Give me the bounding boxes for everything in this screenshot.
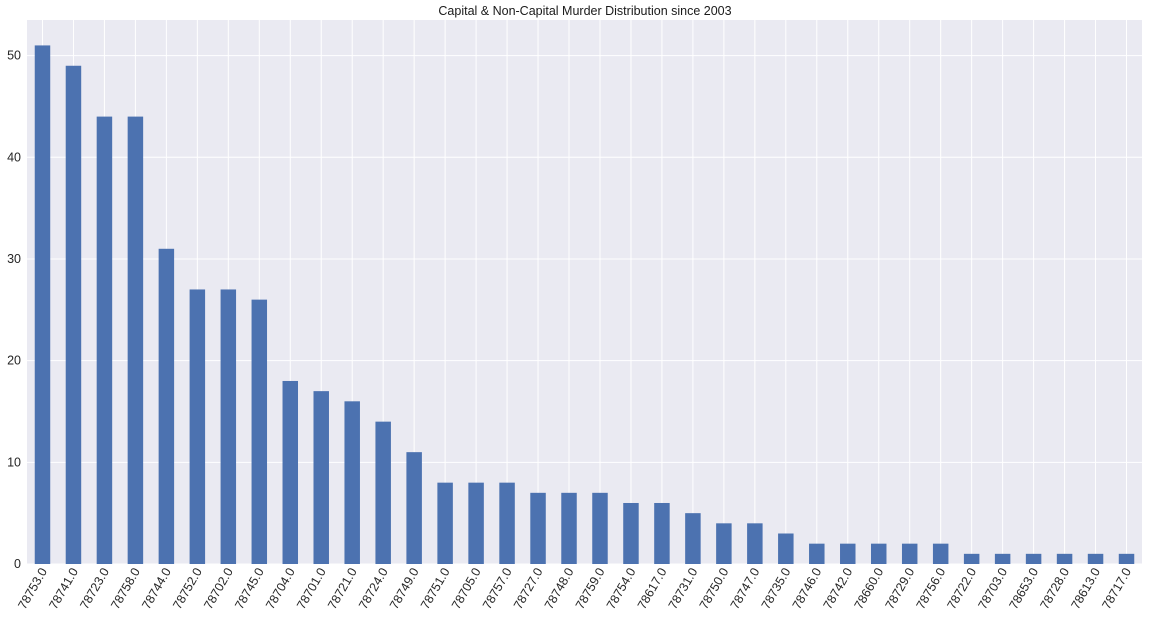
x-tick-label: 78729.0: [883, 565, 918, 611]
bar: [1056, 553, 1073, 564]
chart-title: Capital & Non-Capital Murder Distributio…: [438, 4, 731, 18]
x-tick-label: 78705.0: [449, 565, 484, 611]
x-tick-label: 78759.0: [573, 565, 608, 611]
x-tick-label: 78751.0: [418, 565, 453, 611]
bar: [870, 543, 887, 564]
bar: [189, 289, 206, 564]
bars: [34, 45, 1135, 565]
x-tick-label: 78741.0: [46, 565, 81, 611]
x-tick-label: 78731.0: [666, 565, 701, 611]
bar: [994, 553, 1011, 564]
bar: [158, 248, 175, 565]
bar: [778, 533, 794, 564]
bar: [127, 116, 144, 564]
bar: [623, 502, 639, 564]
x-tick-label: 78750.0: [697, 565, 732, 611]
y-axis: 0 10 20 30 40 50: [7, 49, 21, 571]
bar: [685, 513, 701, 564]
x-tick-label: 78702.0: [201, 565, 236, 611]
x-tick-label: 78758.0: [108, 565, 143, 611]
x-tick-label: 78752.0: [170, 565, 205, 611]
x-tick-label: 78757.0: [480, 565, 515, 611]
bar: [406, 452, 422, 564]
x-tick-label: 78727.0: [511, 565, 546, 611]
x-tick-label: 78724.0: [356, 565, 391, 611]
bar: [1087, 553, 1104, 564]
bar: [809, 543, 825, 564]
x-tick-label: 78753.0: [15, 565, 50, 611]
bar: [220, 289, 237, 564]
x-tick-label: 78721.0: [325, 565, 360, 611]
bar: [437, 482, 453, 564]
bar: [716, 523, 732, 564]
bar: [654, 502, 670, 564]
x-tick-label: 78747.0: [728, 565, 763, 611]
plot-area: [27, 20, 1142, 564]
bar: [251, 299, 268, 564]
bar: [932, 543, 949, 564]
x-tick-label: 78735.0: [759, 565, 794, 611]
bar: [313, 391, 329, 564]
y-tick-label: 20: [7, 354, 21, 368]
bar: [282, 380, 299, 564]
y-tick-label: 30: [7, 252, 21, 266]
bar: [840, 543, 856, 564]
x-tick-label: 78617.0: [635, 565, 670, 611]
x-tick-label: 78756.0: [914, 565, 949, 611]
x-tick-label: 78723.0: [77, 565, 112, 611]
x-tick-label: 78728.0: [1037, 565, 1072, 611]
x-tick-label: 78701.0: [294, 565, 329, 611]
x-tick-label: 78660.0: [852, 565, 887, 611]
bar: [468, 482, 484, 564]
bar: [1118, 553, 1135, 564]
bar: [499, 482, 515, 564]
x-tick-label: 78613.0: [1068, 565, 1103, 611]
bar: [344, 401, 360, 564]
x-tick-label: 78653.0: [1006, 565, 1041, 611]
bar: [375, 421, 391, 564]
y-tick-label: 40: [7, 150, 21, 164]
x-tick-label: 78749.0: [387, 565, 422, 611]
y-tick-label: 0: [14, 557, 21, 571]
x-tick-label: 78745.0: [232, 565, 267, 611]
y-tick-label: 10: [7, 455, 21, 469]
x-tick-label: 78703.0: [976, 565, 1011, 611]
bar: [1025, 553, 1042, 564]
y-tick-label: 50: [7, 49, 21, 63]
bar: [34, 45, 51, 565]
x-tick-label: 78746.0: [790, 565, 825, 611]
x-tick-label: 78744.0: [139, 565, 174, 611]
bar: [96, 116, 113, 564]
x-tick-label: 78704.0: [263, 565, 298, 611]
bar: [530, 492, 546, 564]
bar: [963, 553, 980, 564]
x-tick-label: 78748.0: [542, 565, 577, 611]
x-tick-label: 78754.0: [604, 565, 639, 611]
bar: [65, 65, 82, 564]
bar: [592, 492, 608, 564]
x-tick-label: 78717.0: [1099, 565, 1134, 611]
bar: [901, 543, 918, 564]
bar: [561, 492, 577, 564]
x-tick-label: 78722.0: [945, 565, 980, 611]
bar: [747, 523, 763, 564]
x-tick-label: 78742.0: [821, 565, 856, 611]
x-axis: 78753.078741.078723.078758.078744.078752…: [15, 565, 1134, 611]
